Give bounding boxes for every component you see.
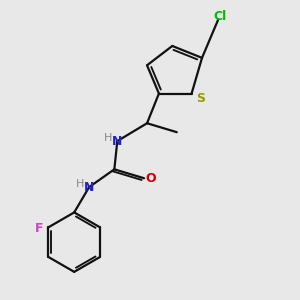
- Text: H: H: [76, 178, 84, 189]
- Text: O: O: [145, 172, 156, 185]
- Text: Cl: Cl: [213, 10, 226, 23]
- Text: F: F: [35, 222, 44, 235]
- Text: N: N: [84, 181, 94, 194]
- Text: S: S: [196, 92, 205, 105]
- Text: H: H: [104, 133, 112, 143]
- Text: N: N: [112, 135, 122, 148]
